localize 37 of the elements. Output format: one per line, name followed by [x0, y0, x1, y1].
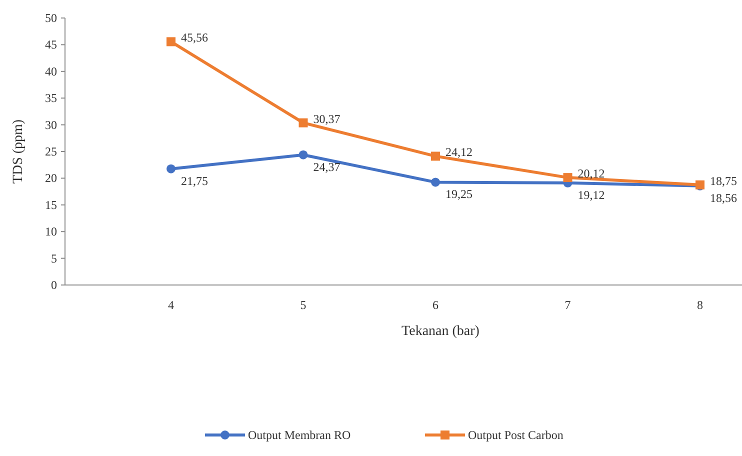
y-tick-label: 20 [45, 171, 57, 186]
data-label: 24,12 [446, 145, 472, 160]
y-tick-label: 0 [51, 278, 57, 292]
data-label: 19,25 [446, 187, 472, 202]
y-tick-label: 10 [45, 224, 57, 239]
x-tick-label: 4 [168, 298, 174, 312]
legend-label: Output Post Carbon [468, 428, 564, 442]
data-label: 19,12 [578, 188, 605, 202]
point [166, 37, 176, 46]
data-label: 18,75 [710, 174, 737, 188]
data-label: 24,37 [313, 160, 340, 174]
point [298, 150, 308, 160]
y-tick-label: 50 [45, 11, 57, 25]
x-tick-label: 6 [432, 298, 438, 312]
y-tick-label: 25 [45, 144, 57, 158]
data-label: 20,12 [578, 166, 605, 181]
y-tick-label: 45 [45, 38, 57, 52]
x-tick-label: 7 [564, 298, 571, 312]
data-label: 45,56 [181, 30, 208, 45]
point [431, 152, 440, 161]
x-tick-label: 8 [697, 298, 703, 312]
x-axis-title: Tekanan (bar) [402, 324, 480, 339]
data-label: 18,56 [710, 190, 737, 205]
point [431, 178, 440, 187]
y-axis-title: TDS (ppm) [11, 119, 26, 184]
data-label: 21,75 [181, 174, 208, 188]
y-tick-label: 35 [45, 91, 57, 106]
x-tick-label: 5 [300, 298, 306, 312]
data-label: 30,37 [313, 112, 340, 126]
point [563, 173, 572, 182]
y-tick-label: 5 [51, 251, 57, 266]
y-tick-label: 40 [45, 64, 57, 78]
legend-label: Output Membran RO [248, 428, 351, 442]
y-tick-label: 15 [45, 198, 57, 212]
y-tick-label: 30 [45, 118, 57, 132]
point [166, 164, 176, 174]
point [298, 118, 308, 128]
